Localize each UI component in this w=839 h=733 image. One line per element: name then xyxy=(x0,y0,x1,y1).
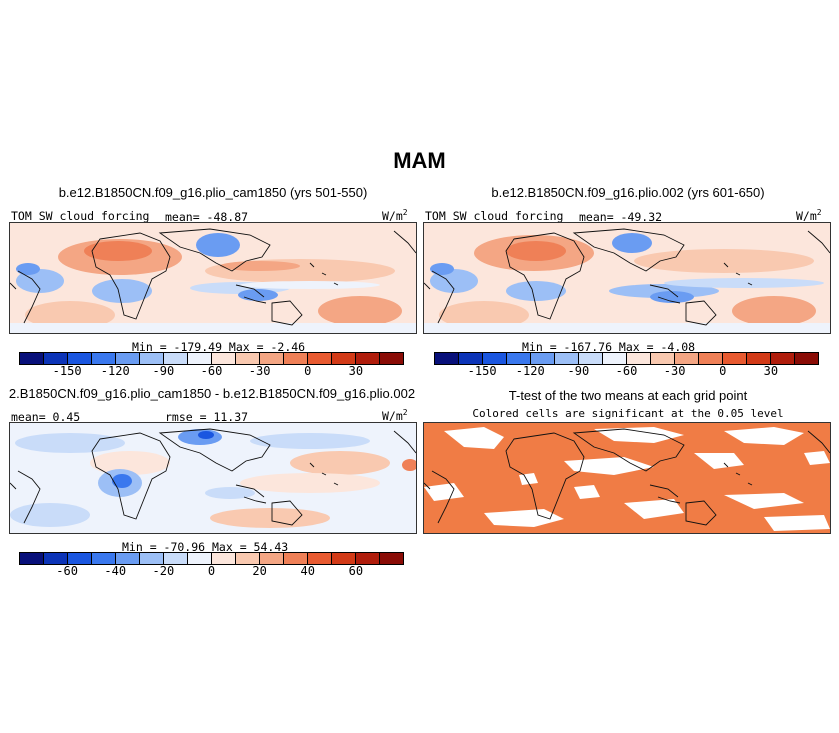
panel1-title: b.e12.B1850CN.f09_g16.plio_cam1850 (yrs … xyxy=(58,185,368,200)
colorbar-swatch xyxy=(771,353,795,364)
colorbar-tick-label: -20 xyxy=(152,564,175,578)
panel3-title: 2.B1850CN.f09_g16.plio_cam1850 - b.e12.B… xyxy=(8,386,416,401)
colorbar-swatch xyxy=(116,553,140,564)
colorbar-swatch xyxy=(723,353,747,364)
panel2-title: b.e12.B1850CN.f09_g16.plio.002 (yrs 601-… xyxy=(491,185,765,200)
colorbar-swatch xyxy=(603,353,627,364)
panel2-map xyxy=(423,222,831,334)
colorbar-swatch xyxy=(68,353,92,364)
colorbar-tick-label: -90 xyxy=(567,364,590,378)
colorbar-tick-label: -30 xyxy=(663,364,686,378)
colorbar-swatch xyxy=(308,353,332,364)
colorbar-swatch xyxy=(212,353,236,364)
panel1-units: W/m2 xyxy=(382,208,408,223)
colorbar-tick-label: 30 xyxy=(348,364,364,378)
panel4-map xyxy=(423,422,831,534)
colorbar-tick-label: 60 xyxy=(348,564,364,578)
panel1-colorbar xyxy=(19,352,404,365)
colorbar-tick-label: -30 xyxy=(248,364,271,378)
colorbar-swatch xyxy=(44,353,68,364)
colorbar-swatch xyxy=(555,353,579,364)
colorbar-swatch xyxy=(20,353,44,364)
colorbar-swatch xyxy=(459,353,483,364)
panel2-variable-label: TOM SW cloud forcing xyxy=(425,209,564,223)
colorbar-swatch xyxy=(675,353,699,364)
colorbar-swatch xyxy=(699,353,723,364)
colorbar-swatch xyxy=(164,553,188,564)
colorbar-tick-label: -150 xyxy=(467,364,497,378)
colorbar-tick-label: 0 xyxy=(304,364,312,378)
panel1-mean-label: mean= -48.87 xyxy=(165,210,249,224)
colorbar-tick-label: 40 xyxy=(300,564,315,578)
panel4-subtitle: Colored cells are significant at the 0.0… xyxy=(472,407,784,420)
colorbar-swatch xyxy=(236,553,260,564)
panel3-rmse-label: rmse = 11.37 xyxy=(165,410,249,424)
colorbar-swatch xyxy=(507,353,531,364)
colorbar-swatch xyxy=(380,353,403,364)
colorbar-swatch xyxy=(284,353,308,364)
panel3-mean-label: mean= 0.45 xyxy=(11,410,81,424)
colorbar-swatch xyxy=(44,553,68,564)
panel2-minmax: Min = -167.76 Max = -4.08 xyxy=(522,340,696,354)
colorbar-swatch xyxy=(579,353,603,364)
colorbar-swatch xyxy=(20,553,44,564)
colorbar-tick-label: 20 xyxy=(252,564,267,578)
colorbar-swatch xyxy=(164,353,188,364)
panel3-minmax: Min = -70.96 Max = 54.43 xyxy=(122,540,289,554)
colorbar-tick-label: -150 xyxy=(52,364,82,378)
colorbar-tick-label: -90 xyxy=(152,364,175,378)
colorbar-tick-label: -40 xyxy=(104,564,127,578)
colorbar-swatch xyxy=(140,553,164,564)
colorbar-swatch xyxy=(332,353,356,364)
panel1-minmax: Min = -179.49 Max = -2.46 xyxy=(132,340,306,354)
colorbar-swatch xyxy=(308,553,332,564)
colorbar-swatch xyxy=(795,353,818,364)
colorbar-swatch xyxy=(356,353,380,364)
colorbar-swatch xyxy=(116,353,140,364)
colorbar-swatch xyxy=(236,353,260,364)
colorbar-swatch xyxy=(483,353,507,364)
panel3-map xyxy=(9,422,417,534)
colorbar-swatch xyxy=(747,353,771,364)
panel2-mean-label: mean= -49.32 xyxy=(579,210,663,224)
colorbar-swatch xyxy=(260,553,284,564)
panel1-colorbar-ticks: -150 -120 -90 -60 -30 0 30 xyxy=(19,364,404,380)
colorbar-tick-label: -120 xyxy=(100,364,130,378)
panel2-colorbar xyxy=(434,352,819,365)
panel1-map xyxy=(9,222,417,334)
colorbar-tick-label: -60 xyxy=(200,364,223,378)
colorbar-swatch xyxy=(260,353,284,364)
colorbar-tick-label: -120 xyxy=(515,364,545,378)
colorbar-swatch xyxy=(356,553,380,564)
colorbar-tick-label: 0 xyxy=(207,564,216,578)
panel3-units: W/m2 xyxy=(382,408,408,423)
colorbar-swatch xyxy=(212,553,236,564)
panel2-colorbar-ticks: -150 -120 -90 -60 -30 0 30 xyxy=(434,364,819,380)
colorbar-tick-label: 0 xyxy=(719,364,727,378)
colorbar-swatch xyxy=(284,553,308,564)
colorbar-tick-label: -60 xyxy=(615,364,638,378)
colorbar-swatch xyxy=(627,353,651,364)
figure-title: MAM xyxy=(393,148,446,173)
colorbar-swatch xyxy=(435,353,459,364)
panel1-variable-label: TOM SW cloud forcing xyxy=(11,209,150,223)
colorbar-tick-label: -60 xyxy=(56,564,78,578)
panel3-colorbar xyxy=(19,552,404,565)
colorbar-swatch xyxy=(188,553,212,564)
colorbar-swatch xyxy=(380,553,403,564)
panel2-units: W/m2 xyxy=(796,208,822,223)
colorbar-swatch xyxy=(92,553,116,564)
panel4-title: T-test of the two means at each grid poi… xyxy=(508,388,748,403)
colorbar-swatch xyxy=(188,353,212,364)
colorbar-swatch xyxy=(92,353,116,364)
colorbar-swatch xyxy=(651,353,675,364)
panel3-colorbar-ticks: -60 -40 -20 0 20 40 60 xyxy=(19,564,404,580)
colorbar-swatch xyxy=(332,553,356,564)
colorbar-tick-label: 30 xyxy=(763,364,779,378)
colorbar-swatch xyxy=(531,353,555,364)
colorbar-swatch xyxy=(140,353,164,364)
colorbar-swatch xyxy=(68,553,92,564)
